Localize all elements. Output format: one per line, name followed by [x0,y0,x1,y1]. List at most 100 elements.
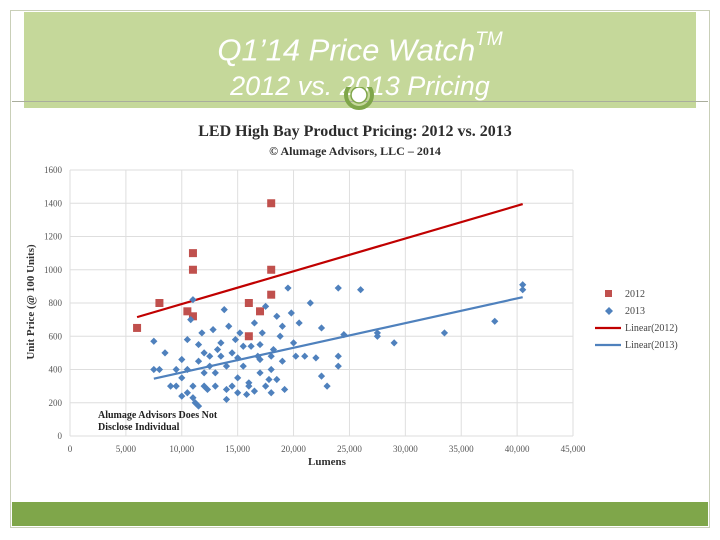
data-point-2013 [211,369,219,377]
data-point-2013 [334,284,342,292]
x-tick-label: 40,000 [505,444,530,454]
data-point-2013 [228,382,236,390]
y-axis-label: Unit Price (@ 100 Units) [25,244,37,360]
data-point-2013 [289,339,298,347]
annotation-line-2: Disclose Individual [98,422,180,433]
y-tick-label: 400 [49,365,63,375]
legend-label: 2013 [625,306,645,317]
chart-subtitle: © Alumage Advisors, LLC – 2014 [269,144,441,158]
ornament-icon [344,87,374,110]
data-point-2013 [194,357,203,365]
data-point-2013 [292,352,300,360]
data-point-2013 [284,284,292,292]
data-point-2013 [312,354,320,362]
data-point-2013 [172,365,180,374]
data-point-2012 [267,199,276,208]
data-point-2013 [236,329,244,337]
data-point-2013 [245,382,253,390]
data-point-2013 [231,335,240,344]
data-point-2013 [267,389,275,397]
data-point-2013 [187,316,195,324]
data-point-2013 [225,322,233,330]
data-point-2012 [133,323,142,332]
data-point-2013 [278,357,286,365]
data-point-2013 [217,339,225,347]
x-tick-label: 10,000 [169,444,194,454]
data-point-2013 [239,342,247,350]
y-tick-label: 0 [58,431,63,441]
data-point-2012 [188,312,197,321]
data-point-2013 [200,349,208,357]
y-tick-label: 1600 [44,165,63,175]
y-tick-label: 1400 [44,198,63,208]
data-point-2013 [247,342,255,350]
data-point-2013 [390,339,398,347]
data-point-2013 [306,299,314,307]
data-point-2012 [244,299,253,307]
data-point-2012 [267,290,276,299]
data-point-2013 [189,382,197,390]
trendline [153,296,523,380]
data-point-2013 [189,394,197,402]
data-point-2013 [228,349,236,357]
data-point-2013 [295,319,303,327]
data-point-2012 [244,332,253,341]
legend-label: Linear(2012) [625,323,678,334]
data-point-2012 [188,265,197,274]
data-point-2013 [239,362,247,370]
legend-marker [605,307,613,315]
data-point-2013 [203,385,212,394]
data-point-2013 [206,362,214,370]
data-point-2013 [183,335,191,344]
data-point-2013 [440,329,449,337]
footer-bar [12,502,708,526]
x-tick-label: 0 [68,444,73,454]
x-tick-label: 45,000 [561,444,586,454]
y-tick-label: 600 [49,331,63,341]
slide-title: Q1’14 Price WatchTM [24,26,696,68]
x-tick-label: 25,000 [337,444,362,454]
data-point-2013 [256,369,264,377]
data-point-2012 [188,249,197,258]
data-point-2013 [334,362,342,370]
trendline [136,203,524,319]
data-point-2013 [189,296,197,304]
data-point-2013 [217,352,225,360]
data-point-2013 [267,352,275,360]
data-point-2013 [250,387,259,395]
x-tick-label: 35,000 [449,444,474,454]
legend-label: 2012 [625,289,645,300]
data-point-2013 [357,286,365,294]
data-point-2013 [519,286,527,294]
data-point-2013 [250,319,259,327]
data-point-2013 [194,340,203,349]
x-tick-label: 30,000 [393,444,418,454]
data-point-2013 [178,355,186,364]
data-point-2013 [340,330,348,339]
x-tick-label: 20,000 [281,444,306,454]
data-point-2013 [273,312,281,320]
data-point-2013 [258,329,266,337]
data-point-2012 [267,265,276,274]
data-point-2013 [256,340,264,349]
data-point-2013 [220,306,228,314]
legend-label: Linear(2013) [625,340,678,351]
data-point-2013 [200,369,208,377]
data-point-2013 [234,354,242,362]
data-point-2013 [222,385,231,394]
data-point-2012 [256,307,265,316]
data-point-2013 [262,382,270,390]
x-axis-label: Lumens [308,456,347,468]
y-tick-label: 200 [49,398,63,408]
data-point-2012 [183,307,192,316]
data-point-2013 [273,375,281,384]
data-point-2013 [178,374,186,382]
data-point-2013 [183,365,191,374]
data-point-2013 [198,329,206,337]
data-point-2013 [183,389,191,397]
data-point-2013 [150,337,158,345]
data-point-2013 [267,365,275,374]
data-point-2013 [243,390,251,399]
data-point-2013 [172,382,180,390]
data-point-2013 [317,372,326,380]
